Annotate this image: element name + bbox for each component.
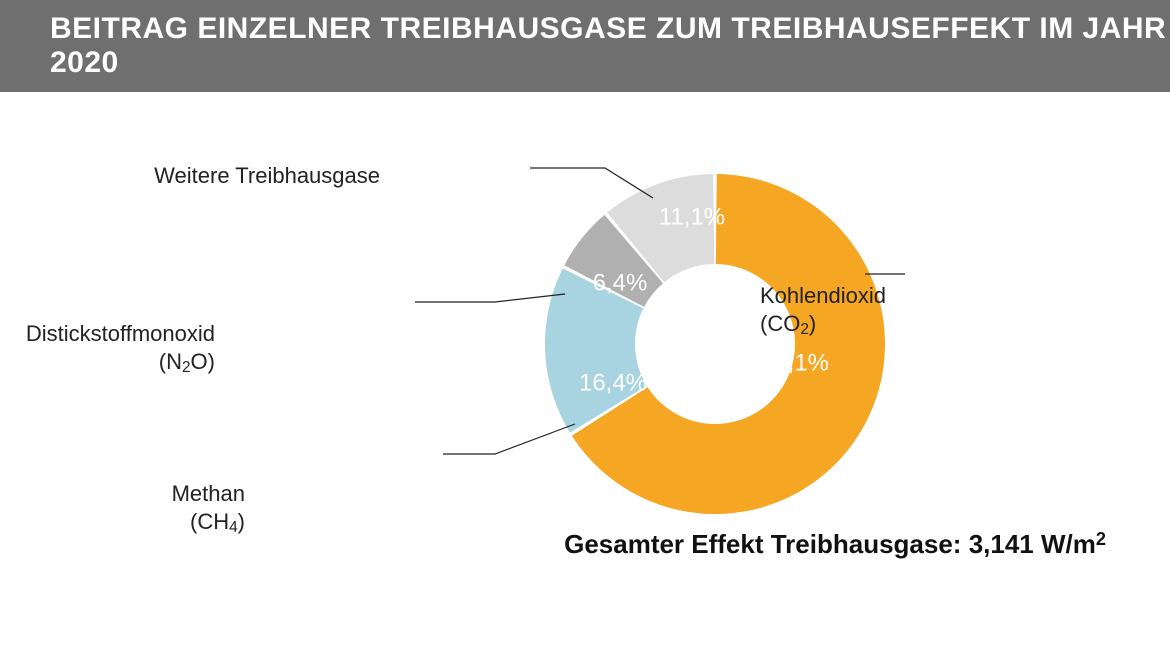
callout-n2o: Distickstoffmonoxid(N2O) — [26, 320, 215, 375]
leader-n2o — [415, 294, 565, 302]
callout-label-line2: (CO2) — [760, 310, 886, 338]
callout-label-line1: Distickstoffmonoxid — [26, 320, 215, 348]
callout-label-line1: Methan — [172, 480, 245, 508]
page-title: BEITRAG EINZELNER TREIBHAUSGASE ZUM TREI… — [50, 12, 1170, 80]
callout-co2: Kohlendioxid(CO2) — [760, 282, 886, 337]
callout-label-line2: (N2O) — [26, 348, 215, 376]
leader-other — [530, 168, 653, 198]
pct-label-ch4: 16,4% — [579, 369, 647, 396]
footer-note: Gesamter Effekt Treibhausgase: 3,141 W/m… — [564, 529, 1106, 560]
callout-ch4: Methan(CH4) — [172, 480, 245, 535]
donut-chart: 66,1% 16,4% 6,4% 11,1% — [385, 144, 905, 544]
callout-label-line2: (CH4) — [172, 508, 245, 536]
callout-label-line1: Weitere Treibhausgase — [154, 162, 380, 190]
pct-label-n2o: 6,4% — [593, 269, 648, 296]
chart-area: 66,1% 16,4% 6,4% 11,1% Kohlendioxid(CO2) Me… — [0, 92, 1170, 592]
pct-label-other: 11,1% — [659, 203, 725, 230]
callout-other: Weitere Treibhausgase — [154, 162, 380, 190]
callout-label-line1: Kohlendioxid — [760, 282, 886, 310]
pct-label-co2: 66,1% — [761, 349, 829, 376]
leader-ch4 — [443, 424, 575, 454]
header-bar: BEITRAG EINZELNER TREIBHAUSGASE ZUM TREI… — [0, 0, 1170, 92]
